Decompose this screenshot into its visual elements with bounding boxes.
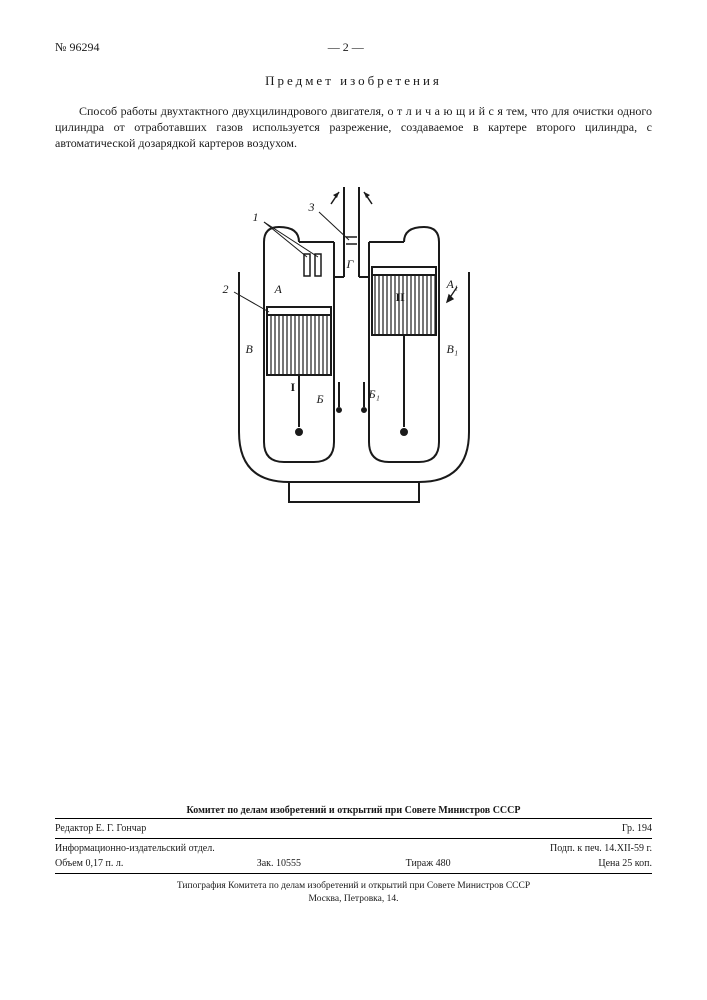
label-B: Б bbox=[317, 392, 324, 407]
label-G: Г bbox=[347, 257, 354, 272]
typography-block: Типография Комитета по делам изобретений… bbox=[55, 880, 652, 905]
typography-line1: Типография Комитета по делам изобретений… bbox=[55, 880, 652, 892]
editor: Редактор Е. Г. Гончар bbox=[55, 823, 354, 834]
engine-diagram: 1 2 3 А А₁ Б Б₁ В В₁ Г I II bbox=[209, 182, 499, 517]
print-date: Подп. к печ. 14.XII-59 г. bbox=[354, 843, 653, 854]
claim-paragraph: Способ работы двухтактного двухцилиндров… bbox=[55, 103, 652, 152]
typography-line2: Москва, Петровка, 14. bbox=[55, 893, 652, 905]
label-B1: Б₁ bbox=[369, 387, 380, 402]
committee-line: Комитет по делам изобретений и открытий … bbox=[55, 805, 652, 816]
label-A: А bbox=[275, 282, 282, 297]
divider bbox=[55, 873, 652, 874]
label-II: II bbox=[396, 290, 405, 305]
label-A1: А₁ bbox=[447, 277, 459, 292]
page-header: № 96294 — 2 — bbox=[55, 40, 652, 55]
label-V1: В₁ bbox=[447, 342, 459, 357]
label-I: I bbox=[291, 380, 296, 395]
price: Цена 25 коп. bbox=[503, 858, 652, 869]
tirazh: Тираж 480 bbox=[354, 858, 503, 869]
ref-2: 2 bbox=[223, 282, 229, 297]
divider bbox=[55, 838, 652, 839]
doc-number: № 96294 bbox=[55, 40, 99, 55]
ref-1: 1 bbox=[253, 210, 259, 225]
volume: Объем 0,17 п. л. bbox=[55, 858, 204, 869]
divider bbox=[55, 818, 652, 819]
group: Гр. 194 bbox=[354, 823, 653, 834]
info-dept: Информационно-издательский отдел. bbox=[55, 843, 354, 854]
figure-container: 1 2 3 А А₁ Б Б₁ В В₁ Г I II bbox=[55, 182, 652, 517]
footer: Комитет по делам изобретений и открытий … bbox=[55, 805, 652, 905]
order-no: Зак. 10555 bbox=[204, 858, 353, 869]
label-V: В bbox=[246, 342, 253, 357]
page-marker: — 2 — bbox=[328, 40, 364, 55]
ref-3: 3 bbox=[309, 200, 315, 215]
subject-title: Предмет изобретения bbox=[55, 73, 652, 89]
